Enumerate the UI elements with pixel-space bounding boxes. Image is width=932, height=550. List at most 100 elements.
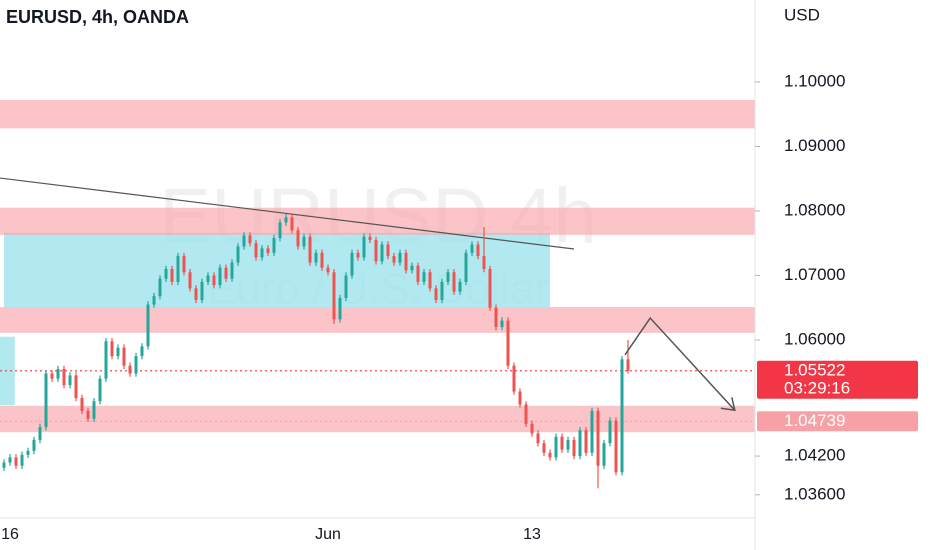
candle-body [92, 401, 96, 419]
candle-body [530, 423, 534, 434]
candle-body [164, 268, 168, 279]
candle-body [182, 256, 186, 273]
background-layer: EURUSD 4hEuro / U.S. Dollar [0, 99, 755, 433]
candle-body [578, 430, 582, 457]
candle-body [548, 452, 552, 458]
candle-body [626, 359, 630, 371]
candle-body [416, 265, 420, 282]
candle-body [140, 346, 144, 357]
candle-body [590, 410, 594, 453]
x-tick-label: 16 [1, 526, 19, 543]
candle-body [74, 375, 78, 399]
y-tick-label: 1.04200 [784, 446, 845, 465]
projection-path [624, 316, 736, 411]
price-label: 1.05522 [784, 360, 845, 379]
candle-body [230, 262, 234, 279]
candle-body [542, 443, 546, 453]
candle-body [248, 235, 252, 244]
candle-body [134, 356, 138, 374]
candle-body [314, 252, 318, 263]
candle-body [80, 398, 84, 411]
candle-body [188, 272, 192, 289]
price-label: 1.04739 [784, 411, 845, 430]
candle-body [440, 281, 444, 300]
candle-body [428, 272, 432, 289]
candle-body [32, 439, 36, 451]
candle-body [260, 248, 264, 258]
candle-body [218, 267, 222, 286]
candle-body [380, 244, 384, 262]
candle-body [464, 252, 468, 282]
candle-body [446, 272, 450, 282]
candle-body [206, 275, 210, 282]
candle-body [122, 347, 126, 366]
candle-body [290, 217, 294, 231]
candle-body [362, 236, 366, 258]
candle-body [512, 365, 516, 392]
candle-body [398, 252, 402, 263]
candle-body [494, 307, 498, 328]
candle-body [128, 365, 132, 374]
candle-body [332, 272, 336, 320]
candle-body [146, 304, 150, 347]
candle-body [326, 267, 330, 273]
candle-body [68, 375, 72, 386]
candle-body [176, 256, 180, 282]
candle-body [584, 430, 588, 453]
candle-body [536, 433, 540, 444]
candle-body [152, 296, 156, 305]
candle-body [86, 410, 90, 419]
candle-body [26, 450, 30, 455]
candle-body [224, 267, 228, 279]
candle-body [296, 230, 300, 247]
candle-body [320, 252, 324, 268]
candle-body [572, 439, 576, 457]
candle-body [386, 244, 390, 257]
candle-body [236, 246, 240, 263]
candle-body [500, 320, 504, 328]
zone [0, 307, 755, 333]
candle-body [452, 272, 456, 292]
candle-body [272, 238, 276, 253]
candle-body [212, 275, 216, 286]
candle-body [200, 281, 204, 300]
candle-body [8, 457, 12, 463]
y-tick-label: 1.10000 [784, 71, 845, 90]
candle-body [356, 252, 360, 258]
chart-title: EURUSD, 4h, OANDA [6, 7, 189, 27]
candle-body [560, 436, 564, 450]
candle-body [194, 288, 198, 300]
candle-body [110, 341, 114, 357]
candle-body [506, 320, 510, 366]
candle-body [116, 347, 120, 357]
zone [0, 207, 755, 235]
candle-body [104, 341, 108, 379]
candle-body [38, 427, 42, 440]
candle-body [614, 420, 618, 473]
candle-body [368, 236, 372, 240]
candle-body [302, 236, 306, 247]
candle-body [14, 457, 18, 466]
candle-body [266, 248, 270, 253]
y-tick-label: 1.03600 [784, 484, 845, 503]
zone [0, 99, 755, 129]
candle-body [170, 268, 174, 282]
candle-body [524, 404, 528, 424]
x-tick-label: 13 [523, 526, 541, 543]
candle-body [434, 288, 438, 300]
candle-body [458, 281, 462, 292]
y-tick-label: 1.06000 [784, 329, 845, 348]
candle-body [404, 252, 408, 271]
candle-body [158, 278, 162, 297]
candle-body [608, 420, 612, 444]
candle-body [50, 373, 54, 379]
candle-body [20, 454, 24, 466]
candle-body [62, 368, 66, 386]
candle-body [422, 272, 426, 282]
candle-body [338, 298, 342, 320]
price-label-box [757, 411, 918, 432]
zone [0, 405, 755, 433]
candle-body [392, 256, 396, 263]
candle-body [518, 391, 522, 405]
